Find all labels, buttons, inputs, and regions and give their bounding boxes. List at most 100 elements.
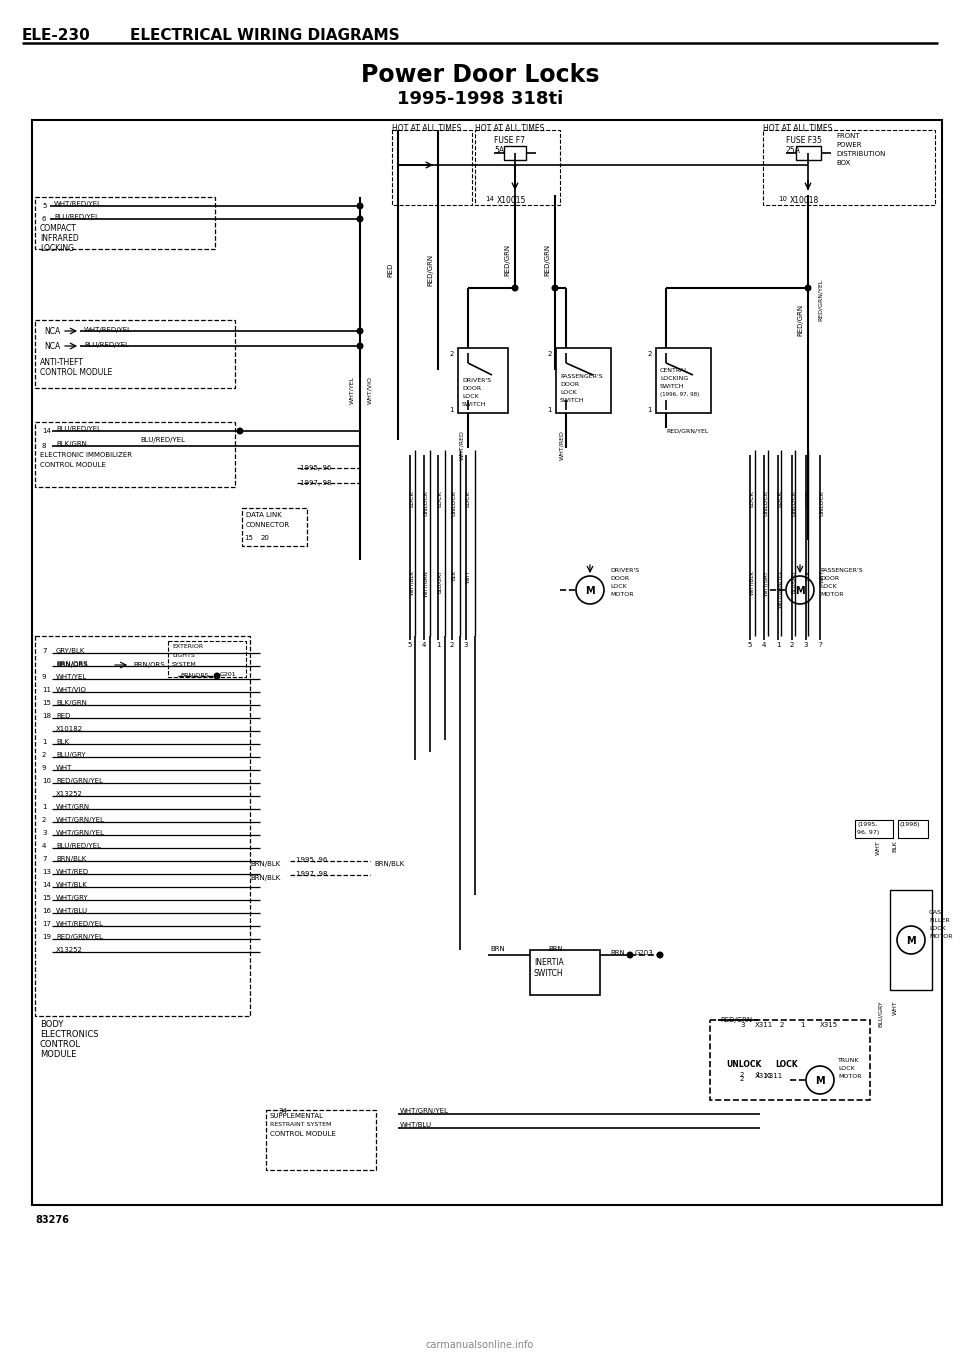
Text: 1: 1 [42,740,46,745]
Text: X13252: X13252 [56,791,83,797]
Text: PASSENGER'S: PASSENGER'S [820,569,863,573]
Text: (1996, 97, 98): (1996, 97, 98) [660,392,699,398]
Text: 4: 4 [762,642,766,649]
Text: INFRARED: INFRARED [40,233,79,243]
Text: LOCK: LOCK [775,1060,798,1069]
Text: 17: 17 [42,921,51,927]
Text: LOCK: LOCK [462,394,479,399]
Text: 2: 2 [648,351,652,357]
Text: M: M [586,586,595,596]
Text: 3: 3 [804,642,808,649]
Text: WHT/BLK: WHT/BLK [56,882,88,887]
Text: UNLOCK: UNLOCK [763,490,769,516]
Text: M: M [906,936,916,946]
Text: DATA LINK: DATA LINK [246,512,281,518]
Text: MOTOR: MOTOR [929,934,952,939]
Text: WHT/YEL: WHT/YEL [349,376,354,404]
Text: BLK/GRN: BLK/GRN [56,441,86,446]
Text: ELE-230: ELE-230 [22,28,91,43]
Text: 3: 3 [740,1022,745,1029]
Text: WHT/GRY: WHT/GRY [56,896,88,901]
Text: LOCK: LOCK [438,490,443,506]
Text: SYSTEM: SYSTEM [172,662,197,668]
Text: BRN: BRN [610,950,625,955]
Text: WHT/BLK: WHT/BLK [750,570,755,594]
Text: 1: 1 [436,642,441,649]
Text: WHT/GRY: WHT/GRY [763,570,769,596]
Text: BLU/GRY: BLU/GRY [877,1000,882,1027]
Text: WHT/RED: WHT/RED [560,430,564,460]
Text: BLU/RED/YEL: BLU/RED/YEL [56,843,101,849]
Text: 7: 7 [42,649,46,654]
Text: HOT AT ALL TIMES: HOT AT ALL TIMES [392,123,462,133]
Text: UNLOCK: UNLOCK [451,490,457,516]
Text: ELECTRICAL WIRING DIAGRAMS: ELECTRICAL WIRING DIAGRAMS [130,28,399,43]
Text: FILLER: FILLER [929,917,949,923]
Text: FUSE F7: FUSE F7 [494,136,525,145]
Text: BLK: BLK [893,840,898,852]
Text: carmanualsonline.info: carmanualsonline.info [426,1339,534,1350]
Text: 1: 1 [547,407,552,413]
Circle shape [236,427,244,434]
Text: 96, 97): 96, 97) [857,830,879,835]
Text: G201: G201 [220,672,236,677]
Text: MOTOR: MOTOR [820,592,844,597]
Text: X10015: X10015 [497,195,526,205]
Text: 5A: 5A [494,147,504,155]
Text: 14: 14 [485,195,494,202]
Bar [35,320,235,388]
Text: RED/GRN/YEL: RED/GRN/YEL [666,427,708,433]
Text: ELECTRONICS: ELECTRONICS [40,1030,99,1039]
Text: X13252: X13252 [56,947,83,953]
Circle shape [356,327,364,334]
Text: LOCK: LOCK [410,490,415,506]
Text: 11: 11 [42,687,51,693]
Text: BLU/RED/YEL: BLU/RED/YEL [140,437,185,442]
Text: LIGHTS: LIGHTS [172,653,195,658]
Text: UNLOCK: UNLOCK [791,490,797,516]
Text: RED: RED [387,263,393,277]
Text: 3: 3 [42,830,46,836]
Text: LOCK: LOCK [466,490,470,506]
Text: EXTERIOR: EXTERIOR [172,645,204,649]
Text: 1995, 96: 1995, 96 [296,858,327,863]
Text: 3: 3 [464,642,468,649]
Text: 10: 10 [42,778,51,784]
Text: FRONT: FRONT [836,133,859,138]
Text: LOCK: LOCK [805,490,810,506]
Text: BOX: BOX [836,160,851,166]
Circle shape [356,202,364,209]
Text: CONTROL MODULE: CONTROL MODULE [40,368,112,377]
Text: CENTRAL: CENTRAL [660,368,688,373]
Text: SWITCH: SWITCH [560,398,585,403]
Bar [763,130,935,205]
Text: RED/GRN/YEL: RED/GRN/YEL [56,778,103,784]
Text: X10182: X10182 [56,726,84,731]
Text: RED/GRN: RED/GRN [504,244,510,275]
Text: BRN/ORS: BRN/ORS [56,661,87,668]
Text: BRN: BRN [548,946,563,953]
Text: RED/GRN: RED/GRN [720,1016,752,1023]
Text: WHT: WHT [820,570,825,584]
Text: 16: 16 [42,908,51,915]
Text: BLK: BLK [805,570,810,581]
Text: WHT/GRN/YEL: WHT/GRN/YEL [778,570,782,608]
Text: 1995, 96: 1995, 96 [300,465,331,471]
Text: (1998): (1998) [900,822,921,826]
Text: FUSE F35: FUSE F35 [786,136,822,145]
Text: LOCK: LOCK [838,1067,854,1071]
Text: LOCK: LOCK [610,584,627,589]
Text: BLU/RED/YEL: BLU/RED/YEL [56,426,101,432]
Text: 2: 2 [42,752,46,759]
Text: TRUNK: TRUNK [838,1058,859,1063]
Text: BRN/ORS: BRN/ORS [180,672,208,677]
Text: 5: 5 [42,204,46,209]
Text: BLK/GRN: BLK/GRN [56,700,86,706]
Text: 1: 1 [647,407,652,413]
Text: WHT/BLU: WHT/BLU [400,1122,432,1128]
Text: CONTROL MODULE: CONTROL MODULE [270,1130,336,1137]
Text: RED/GRN: RED/GRN [427,254,433,286]
Text: MOTOR: MOTOR [610,592,634,597]
Text: LOCK: LOCK [778,490,782,506]
Text: 10: 10 [778,195,787,202]
